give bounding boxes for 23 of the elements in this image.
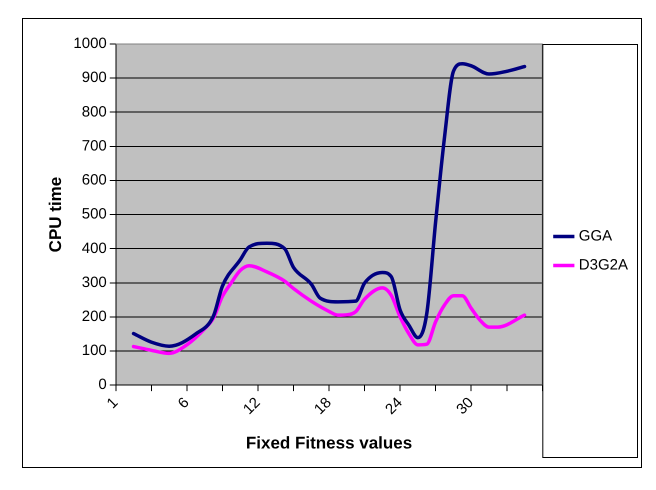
y-tick-label: 900 <box>82 69 107 86</box>
y-tick-label: 500 <box>82 206 107 223</box>
y-tick-label: 0 <box>98 376 107 394</box>
x-tick-label: 18 <box>310 394 335 418</box>
y-tick-label: 200 <box>82 308 107 325</box>
x-tick-label: 12 <box>240 394 264 418</box>
y-tick-label: 800 <box>82 103 107 120</box>
line-series <box>132 264 526 356</box>
x-tick-label: 6 <box>174 394 193 412</box>
y-tick-label: 1000 <box>73 35 107 52</box>
x-tick-label: 30 <box>453 394 477 418</box>
y-tick-label: 700 <box>82 137 107 154</box>
x-tick-label: 24 <box>382 394 406 418</box>
y-tick-label: 100 <box>82 342 107 360</box>
y-tick-label: 300 <box>82 274 107 291</box>
legend-label: GGA <box>578 228 612 245</box>
y-axis-title: CPU time <box>46 176 65 252</box>
x-axis-title: Fixed Fitness values <box>246 433 412 452</box>
line-series <box>132 62 526 348</box>
legend-label: D3G2A <box>578 256 628 274</box>
x-tick-label: 1 <box>104 394 122 412</box>
y-tick-label: 400 <box>82 240 107 257</box>
y-tick-label: 600 <box>82 172 107 189</box>
